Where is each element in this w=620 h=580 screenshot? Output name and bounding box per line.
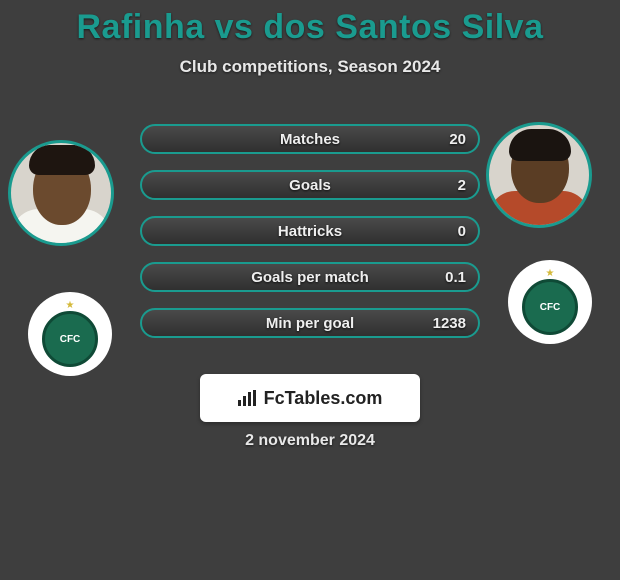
star-icon: ★	[546, 269, 555, 279]
stat-row-matches: Matches 20	[140, 124, 480, 154]
bar-chart-icon	[238, 390, 258, 406]
stat-row-hattricks: Hattricks 0	[140, 216, 480, 246]
player-left-crest: ★ CFC	[28, 292, 112, 376]
stat-label: Matches	[280, 131, 340, 148]
stat-value-right: 2	[458, 177, 466, 194]
branding-text: FcTables.com	[264, 388, 383, 409]
page-subtitle: Club competitions, Season 2024	[0, 57, 620, 77]
page-title: Rafinha vs dos Santos Silva	[0, 0, 620, 47]
stat-label: Goals	[289, 177, 331, 194]
stat-value-right: 0	[458, 223, 466, 240]
star-icon: ★	[66, 301, 75, 311]
stat-label: Hattricks	[278, 223, 342, 240]
crest-badge: CFC	[522, 279, 578, 335]
date-label: 2 november 2024	[0, 432, 620, 450]
player-left-avatar	[8, 140, 114, 246]
player-right-crest: ★ CFC	[508, 260, 592, 344]
stat-label: Min per goal	[266, 315, 354, 332]
branding-badge: FcTables.com	[200, 374, 420, 422]
stat-row-min-per-goal: Min per goal 1238	[140, 308, 480, 338]
stat-value-right: 20	[449, 131, 466, 148]
hair-shape	[509, 129, 571, 161]
stat-row-goals-per-match: Goals per match 0.1	[140, 262, 480, 292]
crest-badge: CFC	[42, 311, 98, 367]
stat-label: Goals per match	[251, 269, 369, 286]
hair-shape	[29, 145, 95, 175]
stat-row-goals: Goals 2	[140, 170, 480, 200]
player-right-avatar	[486, 122, 592, 228]
stat-value-right: 1238	[433, 315, 466, 332]
stat-value-right: 0.1	[445, 269, 466, 286]
stats-panel: Matches 20 Goals 2 Hattricks 0 Goals per…	[140, 124, 480, 354]
